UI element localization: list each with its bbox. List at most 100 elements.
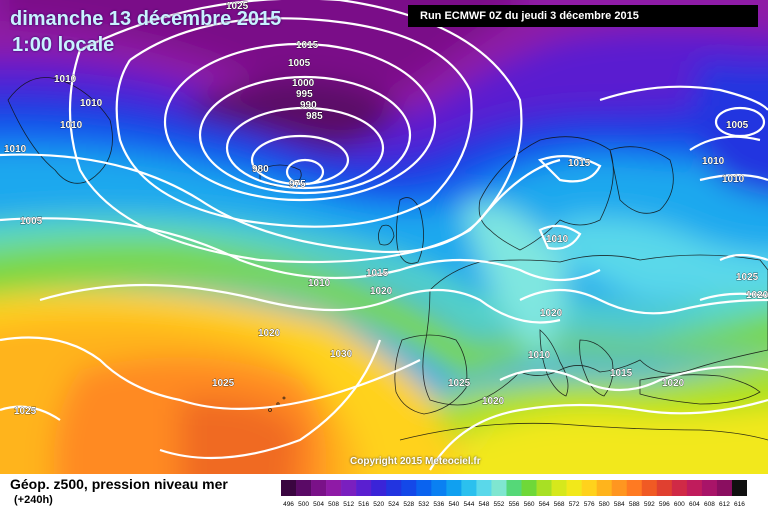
color-scale-label: 560 bbox=[524, 501, 535, 508]
color-scale-swatch bbox=[521, 480, 537, 496]
color-scale-label: 536 bbox=[433, 501, 444, 508]
color-scale-label: 496 bbox=[283, 501, 294, 508]
color-scale-swatch bbox=[536, 480, 552, 496]
color-scale-label: 608 bbox=[704, 501, 715, 508]
isobar-label: 1020 bbox=[482, 396, 505, 407]
isobar-label: 975 bbox=[289, 179, 306, 190]
color-scale-label: 612 bbox=[719, 501, 730, 508]
color-scale-label: 588 bbox=[629, 501, 640, 508]
color-scale-label: 572 bbox=[569, 501, 580, 508]
color-scale-swatch bbox=[461, 480, 477, 496]
isobar-label: 1025 bbox=[448, 378, 471, 389]
color-scale-swatch bbox=[401, 480, 417, 496]
copyright-notice: Copyright 2015 Meteociel.fr bbox=[350, 456, 481, 467]
color-scale: 496 500 504 508 512 516 520 524 528 532 536 540 544 5… bbox=[281, 480, 747, 508]
color-scale-label: 592 bbox=[644, 501, 655, 508]
isobar-label: 1015 bbox=[296, 40, 319, 51]
isobar-label: 1015 bbox=[568, 158, 591, 169]
color-scale-swatch bbox=[491, 480, 507, 496]
isobar-label: 1030 bbox=[330, 349, 353, 360]
isobar-label: 1005 bbox=[20, 216, 43, 227]
color-scale-label: 600 bbox=[674, 501, 685, 508]
color-scale-swatch bbox=[326, 480, 342, 496]
color-scale-swatch bbox=[506, 480, 522, 496]
color-scale-swatch bbox=[731, 480, 747, 496]
isobar-label: 1025 bbox=[14, 406, 37, 417]
forecast-range: (+240h) bbox=[14, 494, 53, 506]
isobar-label: 1025 bbox=[212, 378, 235, 389]
color-scale-label: 512 bbox=[343, 501, 354, 508]
model-run-label: Run ECMWF 0Z du jeudi 3 décembre 2015 bbox=[408, 5, 758, 27]
forecast-time: 1:00 locale bbox=[12, 34, 115, 56]
color-scale-label: 568 bbox=[554, 501, 565, 508]
isobar-label: 1005 bbox=[288, 58, 311, 69]
color-scale-label: 500 bbox=[298, 501, 309, 508]
color-scale-swatch bbox=[656, 480, 673, 496]
color-scale-label: 516 bbox=[358, 501, 369, 508]
isobar-label: 1010 bbox=[80, 98, 103, 109]
color-scale-swatch bbox=[386, 480, 402, 496]
color-scale-swatch bbox=[311, 480, 327, 496]
color-scale-label: 524 bbox=[388, 501, 399, 508]
color-scale-swatch bbox=[671, 480, 688, 496]
color-scale-swatch bbox=[581, 480, 597, 496]
color-scale-label: 528 bbox=[403, 501, 414, 508]
color-scale-swatch bbox=[701, 480, 718, 496]
isobar-label: 1010 bbox=[702, 156, 725, 167]
isobar-label: 1020 bbox=[370, 286, 393, 297]
isobar-label: 980 bbox=[252, 164, 269, 175]
isobar-label: 1010 bbox=[722, 174, 745, 185]
color-scale-swatch bbox=[716, 480, 733, 496]
color-scale-swatch bbox=[296, 480, 312, 496]
pressure-geopotential-map: 1025 1015 1005 1000 995 990 985 980 975 … bbox=[0, 0, 768, 474]
legend-title: Géop. z500, pression niveau mer bbox=[10, 476, 228, 492]
isobar-label: 1010 bbox=[528, 350, 551, 361]
color-scale-swatch bbox=[281, 480, 297, 496]
isobar-label: 985 bbox=[306, 111, 323, 122]
color-scale-swatch bbox=[476, 480, 492, 496]
color-scale-swatch bbox=[566, 480, 582, 496]
color-scale-label: 580 bbox=[599, 501, 610, 508]
isobar-label: 1005 bbox=[726, 120, 749, 131]
legend-bar: Géop. z500, pression niveau mer (+240h) … bbox=[0, 474, 768, 512]
color-scale-swatch bbox=[341, 480, 357, 496]
color-scale-label: 556 bbox=[509, 501, 520, 508]
color-scale-swatch bbox=[371, 480, 387, 496]
geopotential-color-field bbox=[0, 0, 768, 474]
isobar-label: 1020 bbox=[746, 290, 768, 301]
forecast-date: dimanche 13 décembre 2015 bbox=[10, 8, 282, 30]
isobar-label: 1010 bbox=[54, 74, 77, 85]
isobar-label: 1020 bbox=[258, 328, 281, 339]
isobar-contours bbox=[0, 0, 768, 470]
color-scale-swatch bbox=[596, 480, 613, 496]
color-scale-label: 508 bbox=[328, 501, 339, 508]
isobar-label: 1000 bbox=[292, 78, 315, 89]
color-scale-label: 576 bbox=[584, 501, 595, 508]
color-scale-label: 548 bbox=[479, 501, 490, 508]
landmass-outlines bbox=[7, 77, 768, 441]
isobar-label: 1020 bbox=[540, 308, 563, 319]
isobar-label: 1020 bbox=[662, 378, 685, 389]
color-scale-swatch bbox=[356, 480, 372, 496]
isobar-label: 1025 bbox=[736, 272, 759, 283]
color-scale-label: 604 bbox=[689, 501, 700, 508]
color-scale-label: 504 bbox=[313, 501, 324, 508]
color-scale-swatch bbox=[431, 480, 447, 496]
color-scale-label: 540 bbox=[448, 501, 459, 508]
isobar-label: 1025 bbox=[226, 1, 249, 12]
isobar-label: 1010 bbox=[60, 120, 83, 131]
color-scale-label: 520 bbox=[373, 501, 384, 508]
isobar-label: 1010 bbox=[4, 144, 27, 155]
isobar-label: 1010 bbox=[308, 278, 331, 289]
isobar-label: 1015 bbox=[610, 368, 633, 379]
color-scale-label: 532 bbox=[418, 501, 429, 508]
isobar-label: 1015 bbox=[366, 268, 389, 279]
color-scale-swatch bbox=[611, 480, 628, 496]
color-scale-swatch bbox=[626, 480, 643, 496]
isobar-label: 1010 bbox=[546, 234, 569, 245]
color-scale-swatch bbox=[416, 480, 432, 496]
color-scale-label: 544 bbox=[463, 501, 474, 508]
color-scale-label: 564 bbox=[539, 501, 550, 508]
color-scale-label: 552 bbox=[494, 501, 505, 508]
